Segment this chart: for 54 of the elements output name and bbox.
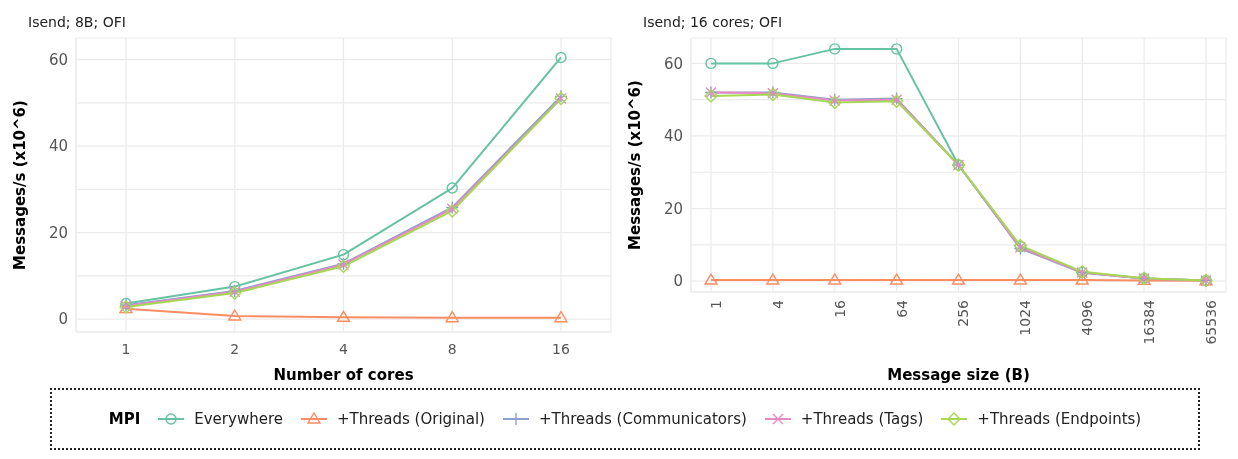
y-tick-label: 60 bbox=[48, 50, 68, 69]
point bbox=[828, 273, 842, 285]
y-tick-label: 20 bbox=[663, 199, 683, 218]
x-tick-label: 16384 bbox=[1141, 299, 1158, 345]
point bbox=[555, 51, 567, 64]
chart-title: Isend; 16 cores; OFI bbox=[643, 14, 783, 30]
point bbox=[889, 273, 904, 285]
x-tick-label: 16 bbox=[552, 340, 570, 357]
x-axis-title: Number of cores bbox=[273, 366, 414, 384]
x-tick-label: 2 bbox=[230, 340, 240, 357]
point bbox=[337, 248, 350, 261]
legend-title: MPI bbox=[108, 410, 141, 428]
legend-label: +Threads (Original) bbox=[335, 410, 485, 428]
x-tick-label: 1024 bbox=[1017, 299, 1034, 336]
point bbox=[766, 273, 780, 285]
x-tick-label: 4 bbox=[339, 340, 349, 357]
legend-label: +Threads (Communicators) bbox=[538, 410, 747, 428]
y-tick-label: 60 bbox=[663, 54, 683, 73]
x-tick-label: 1 bbox=[707, 300, 724, 309]
point bbox=[336, 310, 351, 322]
x-tick-label: 64 bbox=[893, 299, 910, 318]
legend-label: +Threads (Endpoints) bbox=[976, 410, 1142, 428]
y-tick-label: 40 bbox=[48, 137, 68, 156]
point bbox=[951, 273, 966, 285]
y-tick-label: 20 bbox=[48, 223, 68, 242]
x-tick-label: 4 bbox=[769, 299, 786, 309]
point bbox=[890, 43, 903, 55]
y-tick-label: 40 bbox=[663, 127, 683, 146]
x-tick-label: 16 bbox=[831, 299, 848, 318]
point bbox=[704, 89, 718, 103]
y-tick-label: 0 bbox=[673, 272, 683, 291]
point bbox=[1075, 273, 1089, 285]
point bbox=[704, 273, 718, 285]
point bbox=[445, 311, 459, 323]
x-axis-title: Message size (B) bbox=[887, 366, 1030, 384]
point bbox=[705, 57, 717, 70]
point bbox=[1013, 273, 1028, 285]
point bbox=[446, 182, 458, 194]
point bbox=[229, 280, 241, 293]
point bbox=[554, 311, 568, 323]
legend-label: Everywhere bbox=[193, 410, 283, 428]
y-tick-label: 0 bbox=[58, 310, 68, 329]
x-tick-label: 65536 bbox=[1202, 299, 1219, 345]
x-tick-label: 8 bbox=[447, 340, 457, 357]
x-tick-label: 4096 bbox=[1079, 299, 1096, 336]
y-axis-title: Messages/s (x10^6) bbox=[11, 100, 30, 270]
x-tick-label: 1 bbox=[121, 340, 131, 357]
y-axis-title: Messages/s (x10^6) bbox=[626, 80, 645, 250]
point bbox=[829, 43, 841, 55]
chart-title: Isend; 8B; OFI bbox=[28, 14, 126, 30]
legend-label: +Threads (Tags) bbox=[799, 410, 924, 428]
point bbox=[228, 309, 242, 321]
point bbox=[767, 57, 779, 70]
x-tick-label: 256 bbox=[955, 299, 972, 327]
